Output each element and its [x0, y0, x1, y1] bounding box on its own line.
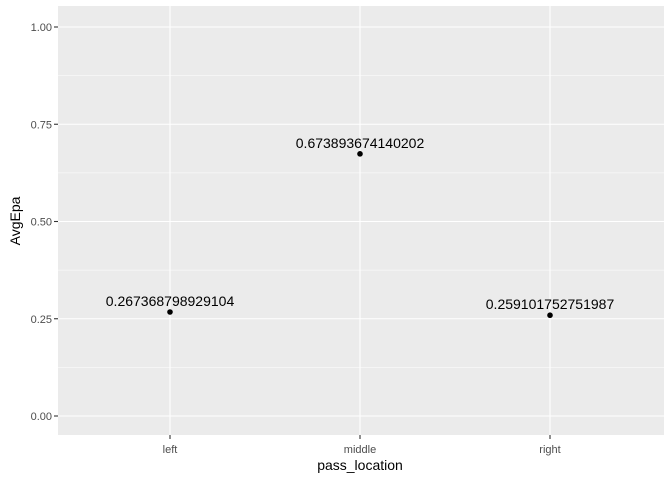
plot-panel: [58, 6, 664, 435]
data-point-left: [167, 309, 173, 315]
y-axis-ticks: 0.00 0.25 0.50 0.75 1.00: [31, 22, 58, 423]
data-point-middle: [357, 151, 363, 157]
data-label-left: 0.267368798929104: [106, 293, 235, 309]
data-label-middle: 0.673893674140202: [296, 135, 425, 151]
x-tick-label: left: [163, 444, 178, 456]
x-axis-title: pass_location: [317, 457, 403, 473]
x-axis-ticks: left middle right: [163, 435, 561, 456]
y-tick-label: 0.25: [31, 314, 52, 326]
major-gridlines: [58, 6, 664, 435]
data-point-right: [547, 312, 553, 319]
data-labels: 0.267368798929104 0.673893674140202 0.2591…: [106, 135, 615, 312]
minor-gridlines: [58, 75, 664, 368]
data-points: [167, 151, 553, 319]
x-tick-label: middle: [344, 444, 376, 456]
x-tick-label: right: [539, 444, 560, 456]
y-tick-label: 0.75: [31, 119, 52, 131]
y-axis-title: AvgEpa: [7, 196, 23, 245]
y-tick-label: 0.50: [31, 217, 52, 229]
y-tick-label: 1.00: [31, 22, 52, 34]
data-label-right: 0.259101752751987: [486, 296, 615, 312]
y-tick-label: 0.00: [31, 411, 52, 423]
